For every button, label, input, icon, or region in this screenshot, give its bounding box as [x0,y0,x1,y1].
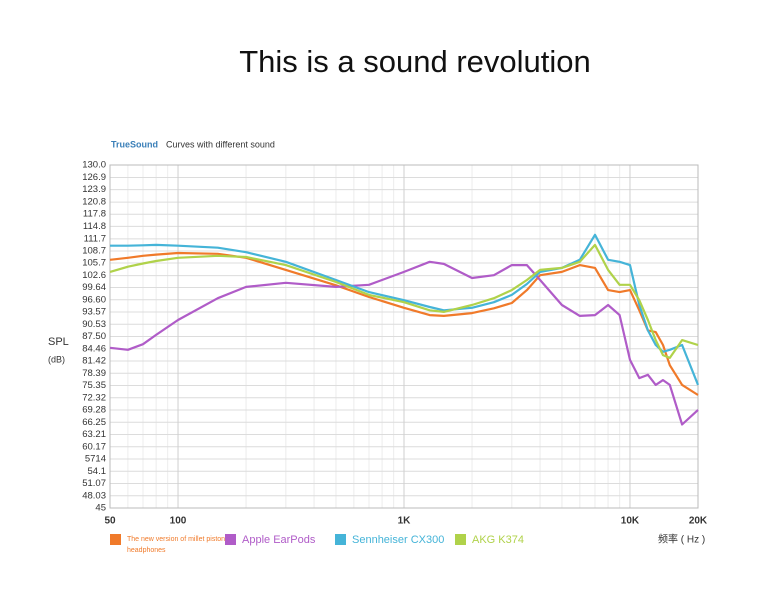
legend-item: The new version of millet piston headpho… [110,534,237,556]
legend-swatch [110,534,121,545]
legend-item: Sennheiser CX300 [335,534,444,546]
legend-swatch [335,534,346,545]
legend-item: AKG K374 [455,534,524,546]
y-tick-label: 99.64 [82,282,106,293]
y-tick-label: 111.7 [84,233,106,244]
legend-swatch [225,534,236,545]
y-tick-label: 66.25 [82,417,106,428]
y-tick-label: 105.7 [82,258,106,269]
legend-label: AKG K374 [472,534,524,546]
y-tick-label: 117.8 [83,209,106,220]
legend-swatch [455,534,466,545]
legend: The new version of millet piston headpho… [110,534,710,564]
series-line [109,243,699,359]
y-tick-label: 87.50 [82,331,106,342]
brand: TrueSound [111,139,158,149]
chart-subtitle: Curves with different sound [166,139,275,149]
legend-label: Apple EarPods [242,534,316,546]
x-tick-label: 100 [170,516,187,527]
x-tick-label: 20K [689,516,708,527]
y-tick-label: 45 [95,503,106,514]
y-tick-label: 93.57 [82,307,106,318]
y-tick-label: 48.03 [82,490,106,501]
y-tick-label: 114.8 [83,221,106,232]
y-tick-label: 130.0 [82,160,106,171]
x-tick-label: 1K [398,516,412,527]
y-tick-label: 120.8 [82,197,106,208]
series-line [109,260,699,426]
y-axis-label: SPL [48,336,69,348]
legend-label: Sennheiser CX300 [352,534,445,546]
y-tick-label: 123.9 [82,184,106,195]
series-line [110,233,700,386]
y-tick-label: 84.46 [82,343,106,354]
legend-label: The new version of millet piston headpho… [127,536,226,554]
y-tick-label: 108.7 [82,245,106,256]
x-tick-label: 50 [104,516,116,527]
y-tick-label: 102.6 [82,270,106,281]
x-tick-label: 10K [621,516,640,527]
y-tick-label: 5714 [85,454,106,465]
y-tick-label: 54.1 [88,466,107,477]
x-axis-label: 频率 ( Hz ) [658,533,705,546]
plot-border [109,164,699,509]
y-tick-label: 60.17 [82,441,106,452]
y-tick-label: 81.42 [82,356,106,367]
y-tick-label: 63.21 [82,429,106,440]
y-tick-label: 78.39 [82,368,106,379]
y-tick-label: 72.32 [82,392,106,403]
legend-item: Apple EarPods [225,534,315,546]
y-tick-label: 96.60 [82,294,106,305]
chart-title: This is a sound revolution [239,44,591,79]
y-tick-label: 90.53 [82,319,106,330]
y-tick-label: 126.9 [82,172,106,183]
y-axis-unit: (dB) [48,354,65,364]
y-tick-label: 69.28 [82,405,106,416]
y-tick-label: 51.07 [82,478,106,489]
y-tick-label: 75.35 [82,380,106,391]
